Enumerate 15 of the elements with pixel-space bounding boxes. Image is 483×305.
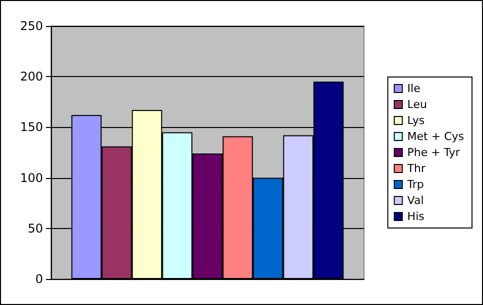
y-tick-label: 150 <box>20 120 43 134</box>
legend-label: Leu <box>407 98 427 111</box>
legend-label: Met + Cys <box>407 130 464 143</box>
legend-label: Lys <box>407 114 425 127</box>
y-tick-label: 0 <box>35 272 43 286</box>
legend-label: Trp <box>406 178 424 191</box>
legend-label: Thr <box>406 162 426 175</box>
y-tick-label: 250 <box>20 19 43 33</box>
legend-label: Val <box>407 194 424 207</box>
y-tick-label: 100 <box>20 170 43 185</box>
y-tick-label: 50 <box>28 221 43 236</box>
legend-label: His <box>407 210 425 223</box>
y-tick-label: 200 <box>20 70 43 84</box>
legend-label: Phe + Tyr <box>407 146 460 159</box>
legend-label: Ile <box>407 82 421 95</box>
